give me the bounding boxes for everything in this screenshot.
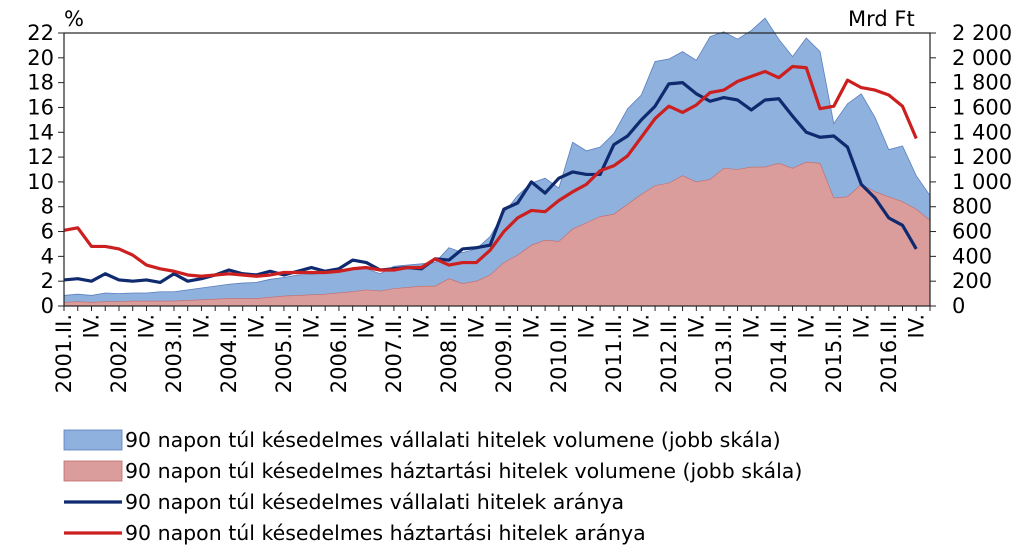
x-tick-label: IV. <box>574 314 598 339</box>
legend-label: 90 napon túl késedelmes háztartási hitel… <box>125 459 802 483</box>
x-tick-label: 2014.II. <box>767 314 791 393</box>
line-corporate-ratio <box>63 81 918 285</box>
line-layer <box>63 64 918 285</box>
x-tick-label: 2012.II. <box>657 314 681 393</box>
right-tick-label: 800 <box>952 195 992 219</box>
right-tick-label: 2 200 <box>952 21 1012 45</box>
x-tick-label: 2011.II. <box>602 314 626 393</box>
area-corporate-volume <box>64 18 930 303</box>
left-tick-label: 16 <box>27 95 54 119</box>
x-tick-label: IV. <box>629 314 653 339</box>
x-tick-label: IV. <box>135 314 159 339</box>
x-axis-ticks: 2001.II. IV. 2002.II. IV. 2003.II. IV. 2004.II… <box>52 306 931 393</box>
x-tick-label: IV. <box>684 314 708 339</box>
left-tick-label: 10 <box>27 170 54 194</box>
x-tick-label: IV. <box>409 314 433 339</box>
x-tick-label: 2003.II. <box>162 314 186 393</box>
x-tick-label: IV. <box>794 314 818 339</box>
right-tick-label: 1 600 <box>952 95 1012 119</box>
left-tick-label: 0 <box>41 294 54 318</box>
x-tick-label: IV. <box>244 314 268 339</box>
x-tick-label: IV. <box>190 314 214 339</box>
area-layer <box>63 17 931 307</box>
x-tick-label: 2006.II. <box>327 314 351 393</box>
right-tick-label: 1 000 <box>952 170 1012 194</box>
x-tick-label: 2009.II. <box>492 314 516 393</box>
x-tick-label: 2010.II. <box>547 314 571 393</box>
x-tick-label: IV. <box>904 314 928 339</box>
right-tick-label: 2 000 <box>952 46 1012 70</box>
plot-frame <box>63 32 931 307</box>
left-tick-label: 14 <box>27 120 54 144</box>
x-tick-label: 2007.II. <box>382 314 406 393</box>
right-tick-label: 1 400 <box>952 120 1012 144</box>
x-tick-label: 2016.II. <box>877 314 901 393</box>
left-tick-label: 8 <box>41 195 54 219</box>
left-tick-label: 22 <box>27 21 54 45</box>
right-axis-unit: Mrd Ft <box>848 7 915 31</box>
x-tick-label: IV. <box>519 314 543 339</box>
legend-swatch-area <box>63 429 123 451</box>
x-tick-label: IV. <box>464 314 488 339</box>
x-tick-label: IV. <box>849 314 873 339</box>
left-tick-label: 4 <box>41 244 54 268</box>
x-tick-label: 2004.II. <box>217 314 241 393</box>
left-tick-label: 6 <box>41 220 54 244</box>
left-tick-label: 18 <box>27 71 54 95</box>
right-tick-label: 200 <box>952 269 992 293</box>
left-tick-label: 12 <box>27 145 54 169</box>
legend-swatch-area <box>63 460 123 482</box>
x-tick-label: 2001.II. <box>52 314 76 393</box>
legend-label: 90 napon túl késedelmes vállalati hitele… <box>125 428 781 452</box>
x-tick-label: IV. <box>299 314 323 339</box>
left-axis-unit: % <box>64 7 84 31</box>
legend-label: 90 napon túl késedelmes vállalati hitele… <box>125 490 624 514</box>
x-tick-label: 2015.II. <box>822 314 846 393</box>
left-tick-label: 2 <box>41 269 54 293</box>
right-tick-label: 1 200 <box>952 145 1012 169</box>
line-household-ratio <box>63 64 918 278</box>
x-tick-label: 2005.II. <box>272 314 296 393</box>
area-household-volume <box>63 161 931 307</box>
left-tick-label: 20 <box>27 46 54 70</box>
x-tick-label: 2008.II. <box>437 314 461 393</box>
right-tick-label: 0 <box>952 294 965 318</box>
right-tick-label: 400 <box>952 244 992 268</box>
x-tick-label: 2002.II. <box>107 314 131 393</box>
axes-layer <box>63 32 931 307</box>
right-tick-label: 1 800 <box>952 71 1012 95</box>
legend: 90 napon túl késedelmes vállalati hitele… <box>63 428 802 545</box>
x-tick-label: 2013.II. <box>712 314 736 393</box>
x-tick-label: IV. <box>354 314 378 339</box>
legend-label: 90 napon túl késedelmes háztartási hitel… <box>125 521 646 545</box>
x-tick-label: IV. <box>739 314 763 339</box>
right-tick-label: 600 <box>952 220 992 244</box>
x-tick-label: IV. <box>80 314 104 339</box>
